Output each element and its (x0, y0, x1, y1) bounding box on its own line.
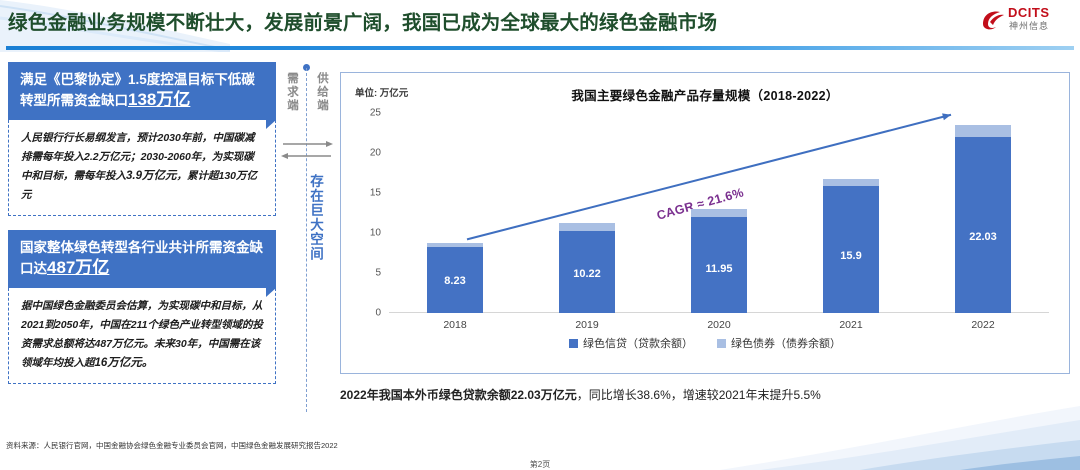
chart-bar-segment-green-credit (823, 185, 879, 313)
insight-card-body-text: 人民银行行长易纲发言，预计2030年前，中国碳减排需每年投入2.2万亿元；203… (21, 132, 255, 182)
chart-legend-label: 绿色债券（债券余额） (731, 338, 841, 350)
brand-logo: DCITS 神州信息 (980, 4, 1072, 38)
chart-bar-segment-green-bond (427, 243, 483, 248)
chart-bar-value-label: 10.22 (573, 268, 601, 281)
chart-bar-segment-green-bond (823, 178, 879, 186)
header-divider (6, 46, 1074, 50)
chart-legend: 绿色信贷（贷款余额） 绿色债券（债券余额） (341, 335, 1069, 351)
insight-card-paris-agreement: 满足《巴黎协定》1.5度控温目标下低碳转型所需资金缺口138万亿 人民银行行长易… (8, 62, 276, 216)
chart-x-tick-label: 2022 (971, 319, 995, 331)
summary-rest: ，同比增长38.6%，增速较2021年末提升5.5% (576, 388, 821, 402)
chart-legend-swatch-icon (569, 339, 578, 348)
chart-bar: 8.23 (427, 243, 483, 313)
chart-bar: 22.03 (955, 124, 1011, 313)
chart-bar: 11.95 (691, 209, 747, 313)
insight-card-body-text: 据中国绿色金融委员会估算，为实现碳中和目标，从2021到2050年，中国在211… (21, 300, 263, 369)
bidirectional-arrows-icon (279, 136, 335, 166)
chart-x-tick-label: 2020 (707, 319, 731, 331)
huge-space-label: 存在巨大空间 (308, 174, 323, 261)
chart-x-tick-label: 2019 (575, 319, 599, 331)
chart-bar-segment-green-bond (559, 223, 615, 232)
page-number: 第2页 (529, 460, 551, 469)
chart-legend-label: 绿色信贷（贷款余额） (583, 338, 693, 350)
chart-y-tick: 10 (369, 227, 381, 239)
insight-card-body-emphasis: 3.9万亿元 (126, 170, 177, 182)
insight-card-title-text: 国家整体绿色转型各行业共计所需资金缺口达 (20, 240, 263, 276)
insight-card-national-transition: 国家整体绿色转型各行业共计所需资金缺口达487万亿 据中国绿色金融委员会估算，为… (8, 230, 276, 384)
chart-y-tick: 25 (369, 107, 381, 119)
page-header: 绿色金融业务规模不断壮大，发展前景广阔，我国已成为全球最大的绿色金融市场 DCI… (0, 0, 1080, 52)
chart-bar-segment-green-bond (691, 209, 747, 218)
insight-card-title-highlight: 138万亿 (128, 90, 191, 109)
page-title: 绿色金融业务规模不断壮大，发展前景广阔，我国已成为全球最大的绿色金融市场 (8, 12, 718, 34)
logo-mark-icon (980, 8, 1006, 32)
summary-bold: 2022年我国本外币绿色贷款余额22.03万亿元 (340, 388, 577, 402)
chart-y-tick: 15 (369, 187, 381, 199)
chart-bar-value-label: 22.03 (969, 230, 997, 243)
insight-card-title-text: 满足《巴黎协定》1.5度控温目标下低碳转型所需资金缺口 (20, 72, 255, 108)
insight-card-title: 满足《巴黎协定》1.5度控温目标下低碳转型所需资金缺口138万亿 (8, 62, 276, 129)
supply-demand-axis: 需求端 供给端 存在巨大空间 (279, 62, 335, 412)
source-footnote: 资料来源：人民银行官网，中国金融协会绿色金融专业委员会官网，中国绿色金融发展研究… (6, 441, 338, 450)
chart-bar-segment-green-credit (955, 136, 1011, 313)
insight-cards: 满足《巴黎协定》1.5度控温目标下低碳转型所需资金缺口138万亿 人民银行行长易… (8, 62, 276, 398)
insight-card-body-emphasis: 16万亿元。 (94, 357, 154, 369)
chart-bar-segment-green-credit (559, 231, 615, 313)
insight-card-title: 国家整体绿色转型各行业共计所需资金缺口达487万亿 (8, 230, 276, 297)
chart-bar-segment-green-credit (691, 217, 747, 313)
chart-y-tick: 5 (375, 267, 381, 279)
chart-unit-label: 单位: 万亿元 (355, 88, 409, 99)
chart-legend-item[interactable]: 绿色债券（债券余额） (717, 335, 841, 351)
chart-bar-value-label: 8.23 (444, 274, 466, 287)
summary-line: 2022年我国本外币绿色贷款余额22.03万亿元，同比增长38.6%，增速较20… (340, 386, 821, 403)
chart-title: 我国主要绿色金融产品存量规模（2018-2022） (571, 89, 839, 103)
supply-side-label: 供给端 (316, 72, 328, 113)
chart-bar-value-label: 11.95 (705, 262, 733, 275)
axis-dashed-line (306, 68, 307, 412)
axis-top-dot-icon (303, 64, 310, 71)
insight-card-body-tail: ，累计超130万亿元 (21, 170, 258, 201)
chart-bar: 10.22 (559, 223, 615, 313)
chart-legend-item[interactable]: 绿色信贷（贷款余额） (569, 335, 693, 351)
logo-text-en: DCITS (1008, 5, 1050, 20)
chart-y-tick: 0 (375, 307, 381, 319)
chart-panel: 单位: 万亿元 我国主要绿色金融产品存量规模（2018-2022） CAGR ≈… (340, 72, 1070, 374)
chart-bar-segment-green-bond (955, 124, 1011, 137)
chart-bar: 15.9 (823, 178, 879, 313)
chart-plot-area: CAGR ≈ 21.6% 0 5 10 15 20 25 8.23 2018 10.22 2019… (370, 108, 1049, 331)
chart-y-tick: 20 (369, 147, 381, 159)
chart-bar-segment-green-credit (427, 247, 483, 313)
chart-bar-value-label: 15.9 (840, 250, 862, 263)
insight-card-body: 据中国绿色金融委员会估算，为实现碳中和目标，从2021到2050年，中国在211… (8, 288, 276, 384)
logo-text-cn: 神州信息 (1009, 21, 1050, 31)
demand-side-label: 需求端 (286, 72, 298, 113)
chart-x-tick-label: 2021 (839, 319, 863, 331)
chart-legend-swatch-icon (717, 339, 726, 348)
chart-x-tick-label: 2018 (443, 319, 467, 331)
insight-card-title-highlight: 487万亿 (47, 258, 110, 277)
insight-card-body: 人民银行行长易纲发言，预计2030年前，中国碳减排需每年投入2.2万亿元；203… (8, 120, 276, 216)
